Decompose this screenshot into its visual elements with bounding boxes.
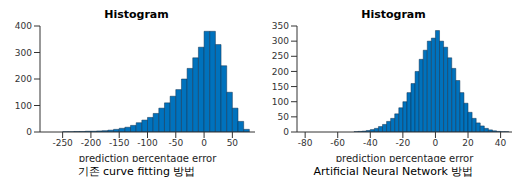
svg-text:200: 200	[272, 67, 289, 77]
svg-text:0: 0	[26, 127, 32, 137]
svg-text:-40: -40	[363, 138, 378, 148]
html-text:Histogram: Histogram	[104, 8, 169, 21]
svg-text:-250: -250	[52, 138, 73, 148]
svg-text:20: 20	[462, 138, 474, 148]
svg-text:-20: -20	[396, 138, 411, 148]
svg-text:400: 400	[15, 22, 32, 31]
html-text:기존 curve fitting 방법: 기존 curve fitting 방법	[77, 165, 196, 178]
svg-text:100: 100	[272, 97, 289, 107]
svg-text:100: 100	[15, 101, 32, 111]
svg-text:50: 50	[227, 138, 239, 148]
svg-text:-100: -100	[137, 138, 158, 148]
svg-text:300: 300	[15, 48, 32, 58]
svg-text:40: 40	[495, 138, 507, 148]
svg-text:prediction percentage error: prediction percentage error	[336, 153, 475, 162]
svg-text:50: 50	[278, 112, 290, 122]
html-text:Histogram: Histogram	[361, 8, 426, 21]
svg-text:200: 200	[15, 74, 32, 84]
svg-text:-50: -50	[168, 138, 183, 148]
svg-text:250: 250	[272, 51, 289, 61]
svg-text:-80: -80	[298, 138, 313, 148]
svg-text:-200: -200	[81, 138, 102, 148]
html-text:Artificial Neural Network 방법: Artificial Neural Network 방법	[313, 165, 474, 178]
svg-text:0: 0	[433, 138, 439, 148]
svg-text:prediction percentage error: prediction percentage error	[79, 153, 218, 162]
svg-text:350: 350	[272, 22, 289, 31]
svg-text:300: 300	[272, 36, 289, 46]
svg-text:150: 150	[272, 82, 289, 92]
svg-text:0: 0	[283, 127, 289, 137]
svg-text:-150: -150	[109, 138, 130, 148]
svg-text:0: 0	[201, 138, 207, 148]
svg-text:-60: -60	[330, 138, 345, 148]
